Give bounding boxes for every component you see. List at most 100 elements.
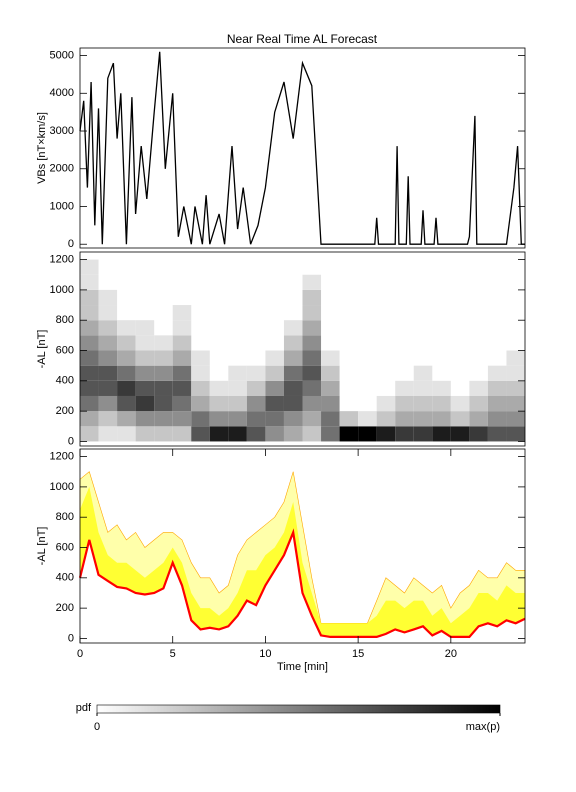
y-tick-label: 800 — [56, 314, 74, 326]
heat-cell — [469, 411, 488, 427]
heat-cell — [172, 426, 192, 442]
y-tick-label: 2000 — [50, 163, 74, 175]
heat-cell — [80, 259, 99, 275]
heat-cell — [395, 426, 414, 442]
heat-cell — [413, 365, 433, 381]
heat-cell — [265, 350, 284, 366]
heat-cell — [191, 395, 210, 412]
heat-cell — [98, 426, 118, 442]
y-tick-label: 0 — [68, 238, 74, 250]
heat-cell — [117, 320, 136, 336]
heat-cell — [469, 395, 488, 412]
y-axis-label: VBs [nT×km/s] — [36, 112, 48, 184]
heat-cell — [487, 380, 507, 396]
heat-cell — [283, 335, 303, 351]
heat-cell — [98, 335, 118, 351]
heat-cell — [246, 380, 266, 396]
heat-cell — [302, 289, 322, 306]
heat-cell — [283, 395, 303, 412]
heat-cell — [283, 426, 303, 442]
x-axis-label: Time [min] — [277, 661, 328, 673]
heat-cell — [450, 395, 470, 412]
heat-cell — [302, 274, 322, 290]
heat-cell — [80, 365, 99, 381]
y-tick-label: 200 — [56, 602, 74, 614]
heat-cell — [358, 426, 377, 442]
heat-cell — [506, 411, 525, 427]
x-tick-label: 0 — [77, 648, 83, 660]
y-tick-label: 5000 — [50, 49, 74, 61]
heat-cell — [154, 365, 173, 381]
heat-cell — [283, 365, 303, 381]
heat-cell — [321, 365, 340, 381]
heat-cell — [321, 350, 340, 366]
heat-cell — [265, 365, 284, 381]
heat-cell — [98, 365, 118, 381]
heat-cell — [506, 365, 525, 381]
y-tick-label: 800 — [56, 511, 74, 523]
y-tick-label: 0 — [68, 632, 74, 644]
heat-cell — [246, 365, 266, 381]
heat-cell — [413, 380, 433, 396]
heat-cell — [98, 395, 118, 412]
heat-cell — [450, 411, 470, 427]
heat-cell — [487, 395, 507, 412]
x-tick-label: 10 — [259, 648, 271, 660]
heat-cell — [265, 426, 284, 442]
heat-cell — [487, 426, 507, 442]
heat-cell — [339, 411, 359, 427]
heat-cell — [376, 411, 396, 427]
heat-cell — [321, 426, 340, 442]
heat-cell — [98, 380, 118, 396]
heat-cell — [321, 380, 340, 396]
heat-cell — [172, 350, 192, 366]
heat-cell — [469, 426, 488, 442]
x-tick-label: 20 — [445, 648, 457, 660]
x-tick-label: 5 — [170, 648, 176, 660]
y-tick-label: 600 — [56, 541, 74, 553]
heat-cell — [135, 320, 155, 336]
heat-cell — [487, 411, 507, 427]
heat-cell — [98, 305, 118, 321]
heat-cell — [117, 395, 136, 412]
plot-frame — [79, 47, 526, 249]
heat-cell — [80, 335, 99, 351]
data-line — [79, 51, 525, 245]
heat-cell — [395, 395, 414, 412]
heat-cell — [228, 426, 247, 442]
heat-cell — [246, 426, 266, 442]
heat-cell — [154, 411, 173, 427]
heat-cell — [302, 365, 322, 381]
heat-cell — [413, 395, 433, 412]
heat-cell — [98, 411, 118, 427]
colorbar-tick-label: 0 — [94, 721, 100, 733]
heat-cell — [413, 411, 433, 427]
heat-cell — [246, 411, 266, 427]
heat-cell — [302, 350, 322, 366]
heat-cell — [265, 395, 284, 412]
heat-cell — [135, 365, 155, 381]
heat-cell — [154, 426, 173, 442]
heat-cell — [432, 395, 451, 412]
y-tick-label: 200 — [56, 405, 74, 417]
y-tick-label: 1000 — [50, 200, 74, 212]
heat-cell — [80, 274, 99, 290]
heat-cell — [395, 411, 414, 427]
heat-cell — [80, 411, 99, 427]
heat-cell — [117, 380, 136, 396]
heat-cell — [395, 380, 414, 396]
chart-title: Near Real Time AL Forecast — [227, 32, 378, 46]
y-tick-label: 1000 — [50, 284, 74, 296]
y-axis-label: -AL [nT] — [36, 527, 48, 566]
heat-cell — [172, 395, 192, 412]
heat-cell — [432, 426, 451, 442]
plot-frame — [79, 251, 526, 447]
heat-cell — [135, 426, 155, 442]
heat-cell — [80, 380, 99, 396]
heat-cell — [154, 350, 173, 366]
heat-cell — [135, 395, 155, 412]
heat-cell — [339, 426, 359, 442]
heat-cell — [172, 335, 192, 351]
heat-cell — [283, 350, 303, 366]
